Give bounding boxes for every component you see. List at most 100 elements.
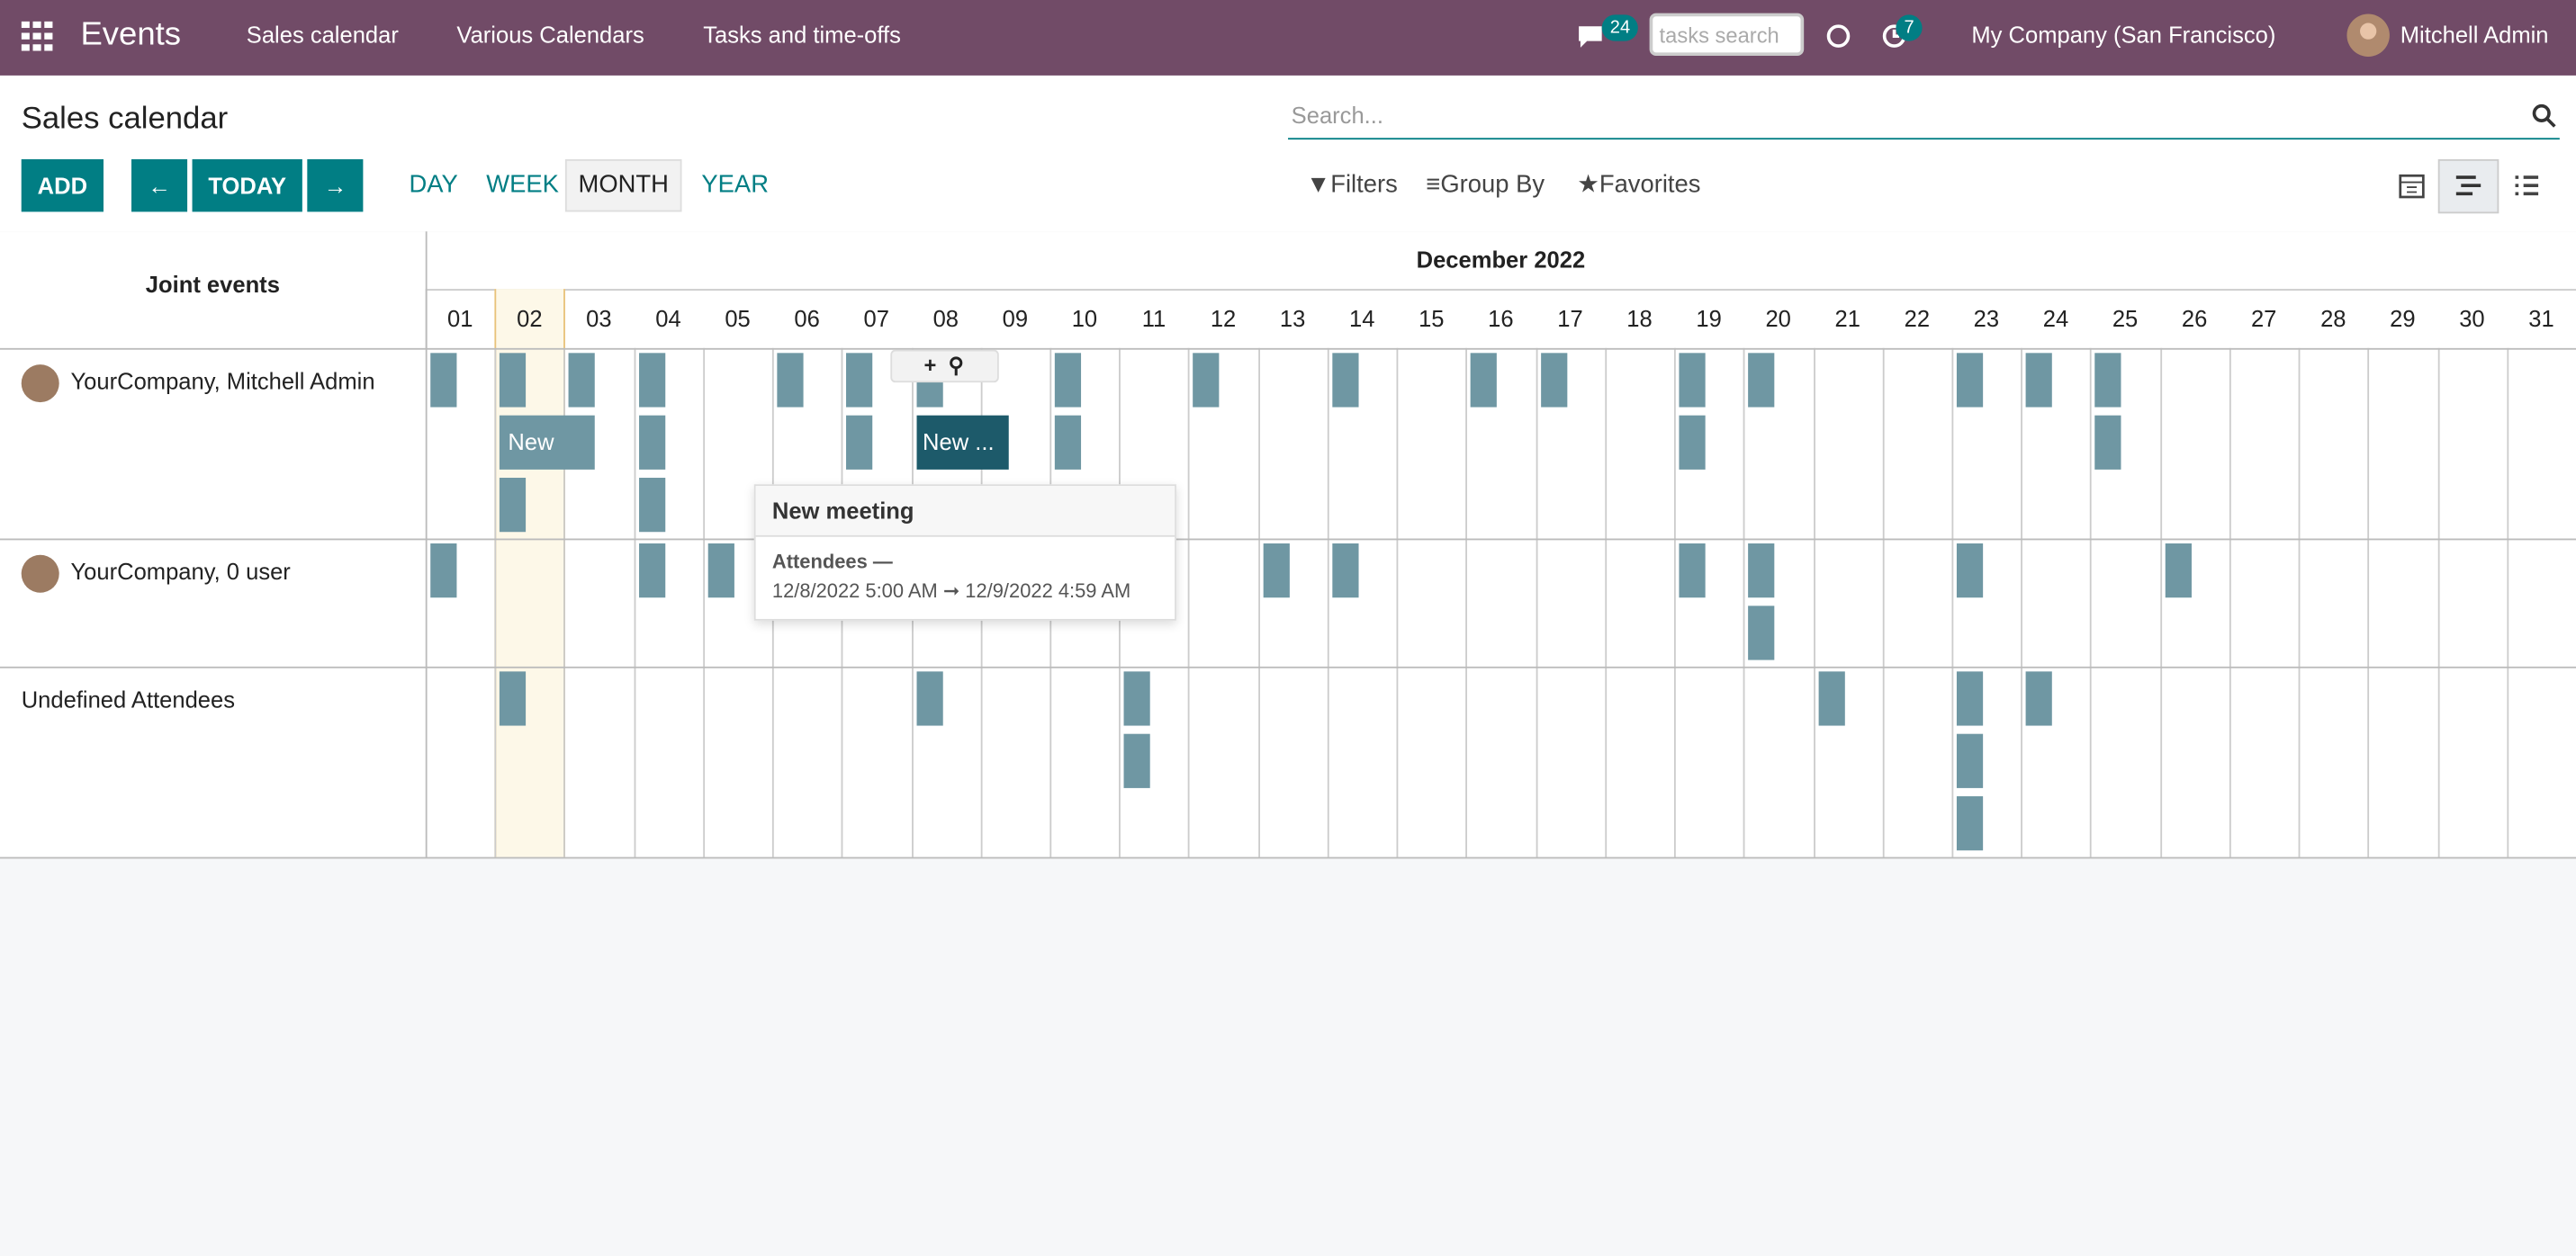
pill[interactable] (430, 543, 457, 598)
popover-dates: 12/8/2022 5:00 AM ➞ 12/9/2022 4:59 AM (771, 579, 1131, 603)
column-line (1743, 347, 1745, 857)
pill[interactable] (1263, 543, 1290, 598)
pill[interactable] (430, 353, 457, 408)
column-line (1605, 347, 1607, 857)
group-by[interactable]: ≡Group By (1426, 170, 1545, 199)
column-line (2159, 347, 2162, 857)
prev-button[interactable]: ← (131, 159, 188, 212)
badge: 24 (1601, 14, 1639, 41)
search-input[interactable]: tasks search (1649, 13, 1805, 57)
gantt-view[interactable] (2437, 159, 2499, 214)
column-line (2436, 347, 2439, 857)
pill[interactable] (1956, 796, 1984, 851)
favorites[interactable]: ★Favorites (1577, 170, 1701, 199)
day-header: 07 (863, 305, 889, 332)
menu-item[interactable]: Sales calendar (246, 21, 399, 48)
column-line (633, 347, 635, 857)
search-icon[interactable] (2532, 103, 2556, 128)
pill[interactable] (1956, 733, 1984, 788)
pill[interactable] (915, 671, 942, 726)
popover-attendees: Attendees — (771, 550, 893, 573)
add-button[interactable]: ADD (21, 159, 104, 212)
scale-button[interactable]: DAY (409, 170, 458, 199)
day-header: 22 (1904, 305, 1931, 332)
pill[interactable] (846, 353, 873, 408)
pill[interactable] (1956, 671, 1984, 726)
pill[interactable] (777, 353, 804, 408)
breadcrumb: Sales calendar (21, 102, 229, 137)
day-header: 01 (447, 305, 473, 332)
pill[interactable] (2094, 415, 2122, 470)
pill[interactable] (500, 353, 527, 408)
pill[interactable] (1054, 353, 1082, 408)
day-header: 23 (1973, 305, 2000, 332)
pill[interactable] (1679, 353, 1706, 408)
pill[interactable] (1956, 543, 1984, 598)
pill[interactable] (1748, 353, 1775, 408)
day-header: 15 (1419, 305, 1445, 332)
pill[interactable] (1332, 353, 1359, 408)
pill[interactable] (638, 478, 665, 533)
scale-button-active[interactable]: MONTH (564, 159, 682, 212)
user[interactable]: Mitchell Admin (2400, 21, 2549, 48)
pill[interactable] (2025, 353, 2053, 408)
app-name[interactable]: Events (80, 16, 182, 53)
pill[interactable] (1123, 671, 1151, 726)
refresh-icon[interactable] (1825, 23, 1851, 49)
pill[interactable] (1123, 733, 1151, 788)
pill[interactable] (1054, 415, 1082, 470)
search-bar[interactable]: Search... (1288, 95, 2560, 140)
list-view[interactable] (2514, 173, 2540, 199)
pill[interactable] (500, 671, 527, 726)
pill[interactable] (638, 543, 665, 598)
day-header: 06 (794, 305, 820, 332)
next-button[interactable]: → (307, 159, 364, 212)
column-line (1327, 347, 1329, 857)
pill[interactable] (1748, 606, 1775, 660)
pill[interactable] (1471, 353, 1498, 408)
popover: New meeting Attendees — 12/8/2022 5:00 A… (753, 484, 1176, 621)
chat-icon[interactable] (1575, 23, 1605, 49)
column-line (2229, 347, 2231, 857)
day-header: 03 (586, 305, 612, 332)
company[interactable]: My Company (San Francisco) (1971, 21, 2276, 48)
pill[interactable] (1679, 415, 1706, 470)
pill[interactable] (638, 353, 665, 408)
today-button[interactable]: TODAY (192, 159, 302, 212)
scale-button[interactable]: WEEK (486, 170, 559, 199)
column-line (1674, 347, 1676, 857)
day-header: 02 (517, 305, 543, 332)
pill[interactable] (1817, 671, 1844, 726)
apps-icon[interactable] (21, 21, 55, 51)
filters[interactable]: ▼Filters (1306, 170, 1398, 199)
pill[interactable] (1332, 543, 1359, 598)
pill-actions[interactable]: + ⚲ (889, 349, 999, 383)
pill[interactable] (846, 415, 873, 470)
pill[interactable] (707, 543, 734, 598)
pill[interactable] (638, 415, 665, 470)
pill[interactable] (2165, 543, 2192, 598)
badge: 7 (1896, 14, 1923, 41)
menu-item[interactable]: Tasks and time-offs (703, 21, 901, 48)
day-header: 04 (655, 305, 681, 332)
pill[interactable] (1679, 543, 1706, 598)
column-line (2298, 347, 2301, 857)
pill[interactable] (2025, 671, 2053, 726)
group-by-label: Group By (1440, 170, 1545, 199)
pill[interactable] (1748, 543, 1775, 598)
avatar (21, 554, 59, 593)
pill[interactable] (1193, 353, 1220, 408)
menu-item[interactable]: Various Calendars (456, 21, 644, 48)
day-header: 26 (2181, 305, 2208, 332)
pill[interactable] (2094, 353, 2122, 408)
calendar-view[interactable] (2399, 173, 2425, 199)
pill[interactable] (500, 478, 527, 533)
scale-button[interactable]: YEAR (701, 170, 769, 199)
pill[interactable] (1956, 353, 1984, 408)
day-header: 09 (1002, 305, 1029, 332)
pill[interactable] (569, 353, 596, 408)
pill[interactable]: New (500, 415, 596, 470)
pill[interactable] (1540, 353, 1567, 408)
pill[interactable]: New ... (915, 415, 1008, 470)
column-line (1882, 347, 1885, 857)
